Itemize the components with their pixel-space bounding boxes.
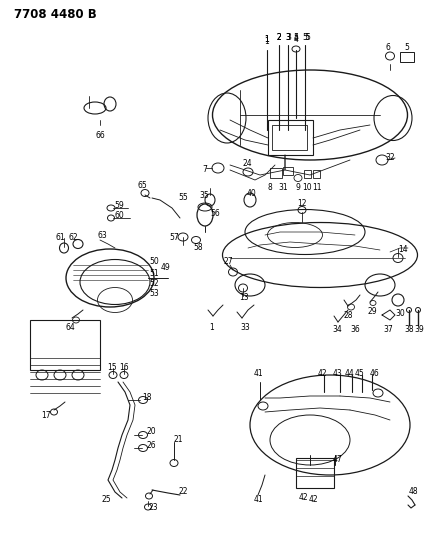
Text: 7: 7 (202, 166, 208, 174)
Bar (270, 168, 282, 178)
Text: 10: 10 (302, 183, 312, 192)
Bar (313, 170, 320, 178)
Text: 55: 55 (178, 192, 188, 201)
Bar (272, 125, 307, 150)
Text: 58: 58 (193, 243, 203, 252)
Bar (296, 458, 334, 488)
Text: 52: 52 (149, 279, 159, 287)
Text: 1: 1 (265, 36, 269, 44)
Text: 26: 26 (146, 440, 156, 449)
Text: 6: 6 (386, 43, 390, 52)
Text: 28: 28 (343, 311, 353, 319)
Text: 41: 41 (253, 496, 263, 505)
Text: 65: 65 (137, 182, 147, 190)
Text: 20: 20 (146, 427, 156, 437)
Text: 32: 32 (385, 154, 395, 163)
Text: 49: 49 (161, 263, 171, 272)
Text: 3: 3 (285, 34, 291, 43)
Text: 29: 29 (367, 308, 377, 317)
Text: 37: 37 (383, 326, 393, 335)
Text: 39: 39 (414, 326, 424, 335)
Text: 5: 5 (303, 34, 307, 43)
Text: 44: 44 (345, 369, 355, 378)
Text: 43: 43 (333, 369, 343, 378)
Text: 66: 66 (95, 131, 105, 140)
Text: 40: 40 (247, 190, 257, 198)
Text: 8: 8 (268, 182, 272, 191)
Text: 2: 2 (276, 34, 281, 43)
Text: 30: 30 (395, 310, 405, 319)
Text: 3: 3 (287, 33, 291, 42)
Text: 5: 5 (306, 33, 310, 42)
Text: 57: 57 (169, 232, 179, 241)
Text: 1: 1 (265, 36, 269, 44)
Text: 5: 5 (305, 34, 309, 43)
Text: 2: 2 (276, 33, 281, 42)
Text: 63: 63 (97, 231, 107, 240)
Text: 24: 24 (242, 158, 252, 167)
Text: 11: 11 (312, 183, 322, 192)
Text: 64: 64 (65, 324, 75, 333)
Text: 4: 4 (294, 36, 298, 44)
Text: 1: 1 (210, 322, 214, 332)
Bar (283, 167, 293, 175)
Text: 13: 13 (239, 294, 249, 303)
Text: 46: 46 (370, 369, 380, 378)
Bar (268, 120, 313, 155)
Text: 34: 34 (332, 326, 342, 335)
Text: 60: 60 (114, 211, 124, 220)
Text: 23: 23 (148, 504, 158, 513)
Text: 7708 4480 B: 7708 4480 B (14, 8, 97, 21)
Text: 31: 31 (278, 183, 288, 192)
Text: 53: 53 (149, 288, 159, 297)
Text: 18: 18 (142, 393, 152, 402)
Text: 42: 42 (308, 496, 318, 505)
Text: 42: 42 (317, 369, 327, 378)
Text: 61: 61 (55, 232, 65, 241)
Text: 38: 38 (404, 326, 414, 335)
Text: 51: 51 (149, 269, 159, 278)
Text: 9: 9 (296, 183, 300, 192)
Text: 14: 14 (398, 246, 408, 254)
Text: 47: 47 (333, 456, 343, 464)
Text: 12: 12 (297, 198, 307, 207)
Text: 35: 35 (199, 191, 209, 200)
Text: 5: 5 (294, 34, 298, 43)
Text: 56: 56 (210, 209, 220, 219)
Bar (400, 52, 414, 62)
Text: 22: 22 (178, 488, 188, 497)
Text: 1: 1 (265, 37, 269, 46)
Text: 48: 48 (408, 488, 418, 497)
Text: 62: 62 (68, 233, 78, 243)
Text: 2: 2 (276, 34, 281, 43)
Bar (30, 320, 100, 370)
Text: 36: 36 (350, 326, 360, 335)
Text: 17: 17 (41, 411, 51, 421)
Text: 59: 59 (114, 200, 124, 209)
Text: 25: 25 (101, 496, 111, 505)
Text: 21: 21 (173, 435, 183, 445)
Text: 42: 42 (298, 494, 308, 503)
Text: 15: 15 (107, 364, 117, 373)
Text: 50: 50 (149, 257, 159, 266)
Bar (304, 170, 311, 178)
Text: 4: 4 (294, 33, 298, 42)
Text: 33: 33 (240, 322, 250, 332)
Text: 27: 27 (223, 257, 233, 266)
Text: 45: 45 (355, 369, 365, 378)
Text: 16: 16 (119, 364, 129, 373)
Text: 3: 3 (285, 34, 291, 43)
Text: 5: 5 (404, 43, 410, 52)
Text: 41: 41 (253, 369, 263, 378)
